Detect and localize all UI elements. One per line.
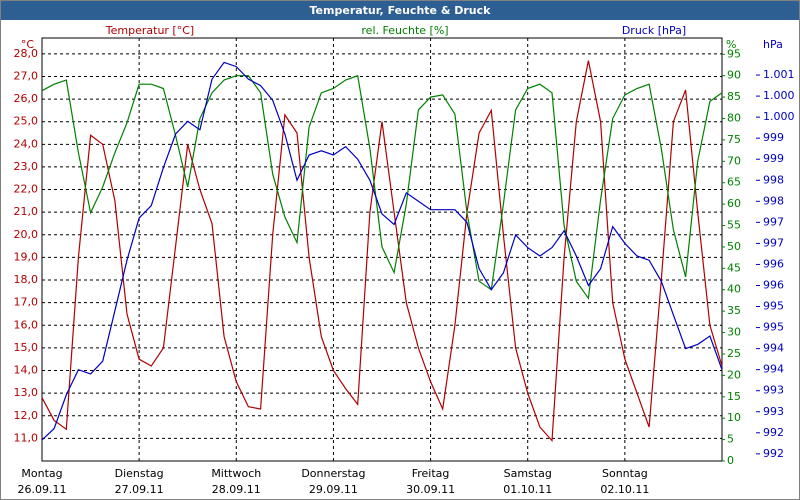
series-line [41,74,723,300]
x-tick-label: Samstag [504,467,552,480]
y-tick-label: 25,0 [14,115,39,128]
y2-tick-label: 95 [727,47,741,60]
chart-title: Temperatur, Feuchte & Druck [310,4,492,17]
x-tick-date: 02.10.11 [600,483,649,496]
y3-tick-label: 994 [763,342,784,355]
y2-tick-label: 55 [727,219,741,232]
y-tick-label: 26,0 [14,92,39,105]
y-tick-label: 12,0 [14,409,39,422]
y2-tick-label: 20 [727,368,741,381]
plot-area [41,37,723,462]
y2-axis-unit: % [726,38,736,51]
y3-tick-label: 995 [763,300,784,313]
x-tick-label: Sonntag [602,467,648,480]
x-tick-date: 01.10.11 [503,483,552,496]
y2-tick-label: 35 [727,304,741,317]
y-tick-label: 14,0 [14,364,39,377]
y2-tick-label: 15 [727,390,741,403]
legend-entry: rel. Feuchte [%] [361,24,448,37]
y2-tick-label: 80 [727,111,741,124]
y-tick-label: 17,0 [14,296,39,309]
y3-tick-label: 996 [763,278,784,291]
x-tick-label: Dienstag [115,467,164,480]
y2-tick-label: 45 [727,261,741,274]
x-tick-date: 30.09.11 [406,483,455,496]
y2-tick-label: 70 [727,154,741,167]
legend-entry: Druck [hPa] [622,24,686,37]
y-tick-label: 23,0 [14,160,39,173]
y3-tick-label: 998 [763,194,784,207]
legend-entry: Temperatur [°C] [105,24,194,37]
y-tick-label: 16,0 [14,318,39,331]
y-tick-label: 13,0 [14,386,39,399]
y-tick-label: 15,0 [14,341,39,354]
y-tick-label: 28,0 [14,47,39,60]
y2-tick-label: 10 [727,411,741,424]
y-tick-label: 18,0 [14,273,39,286]
y3-tick-label: 992 [763,426,784,439]
title-bar [1,1,799,20]
y3-tick-label: 1.001 [763,68,795,81]
x-tick-date: 28.09.11 [212,483,261,496]
y3-tick-label: 997 [763,215,784,228]
y3-tick-label: 1.000 [763,89,795,102]
x-tick-date: 29.09.11 [309,483,358,496]
y-axis-unit: °C [21,38,35,51]
y2-tick-label: 75 [727,133,741,146]
y-tick-label: 20,0 [14,228,39,241]
y-tick-label: 19,0 [14,250,39,263]
y2-tick-label: 90 [727,69,741,82]
y-tick-label: 21,0 [14,205,39,218]
x-tick-label: Freitag [412,467,450,480]
y3-tick-label: 998 [763,173,784,186]
y3-tick-label: 993 [763,405,784,418]
y2-tick-label: 30 [727,326,741,339]
y-tick-label: 27,0 [14,69,39,82]
y3-axis-unit: hPa [763,38,783,51]
y-tick-label: 24,0 [14,137,39,150]
y3-tick-label: 999 [763,131,784,144]
y2-tick-label: 0 [727,454,734,467]
y2-tick-label: 25 [727,347,741,360]
y3-tick-label: 1.000 [763,110,795,123]
y2-tick-label: 85 [727,90,741,103]
y3-tick-label: 994 [763,363,784,376]
x-tick-label: Montag [21,467,62,480]
y-tick-label: 11,0 [14,431,39,444]
y2-tick-label: 50 [727,240,741,253]
y3-tick-label: 999 [763,152,784,165]
x-tick-label: Donnerstag [301,467,365,480]
y2-tick-label: 40 [727,283,741,296]
y3-tick-label: 995 [763,321,784,334]
y2-tick-label: 60 [727,197,741,210]
y2-tick-label: 5 [727,433,734,446]
y3-tick-label: 992 [763,447,784,460]
series-line [41,61,723,441]
y3-tick-label: 996 [763,257,784,270]
y3-tick-label: 993 [763,384,784,397]
y3-tick-label: 997 [763,236,784,249]
y2-tick-label: 65 [727,176,741,189]
x-tick-date: 26.09.11 [18,483,67,496]
x-tick-date: 27.09.11 [115,483,164,496]
x-tick-label: Mittwoch [211,467,261,480]
y-tick-label: 22,0 [14,183,39,196]
